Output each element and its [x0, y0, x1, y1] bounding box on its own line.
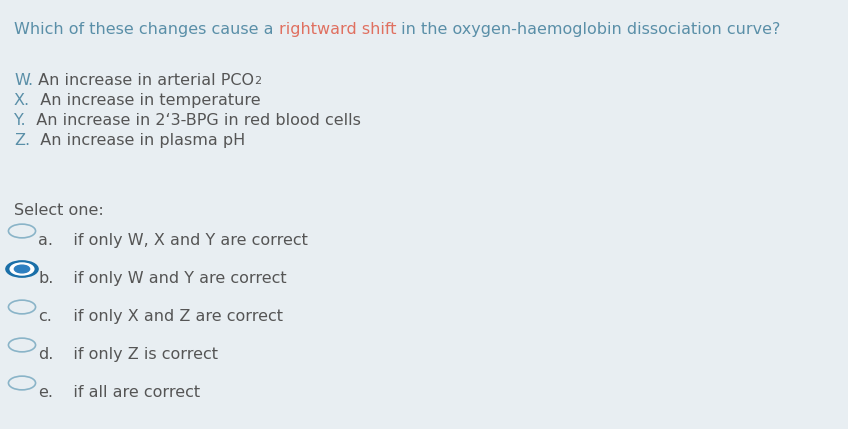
- Text: b.: b.: [38, 271, 53, 286]
- Text: in the oxygen-haemoglobin dissociation curve?: in the oxygen-haemoglobin dissociation c…: [396, 22, 780, 37]
- Text: c.: c.: [38, 309, 52, 324]
- Circle shape: [8, 376, 36, 390]
- Circle shape: [8, 338, 36, 352]
- Text: Z.: Z.: [14, 133, 31, 148]
- Circle shape: [10, 263, 34, 275]
- Text: if only W, X and Y are correct: if only W, X and Y are correct: [58, 233, 308, 248]
- Text: Select one:: Select one:: [14, 203, 103, 218]
- Circle shape: [8, 300, 36, 314]
- Circle shape: [8, 224, 36, 238]
- Text: a.: a.: [38, 233, 53, 248]
- Text: An increase in arterial PCO: An increase in arterial PCO: [33, 73, 254, 88]
- Text: d.: d.: [38, 347, 53, 362]
- Text: Which of these changes cause a: Which of these changes cause a: [14, 22, 279, 37]
- Text: if all are correct: if all are correct: [58, 385, 200, 400]
- Circle shape: [6, 261, 38, 277]
- Text: An increase in plasma pH: An increase in plasma pH: [31, 133, 245, 148]
- Text: rightward shift: rightward shift: [279, 22, 396, 37]
- Text: 2: 2: [254, 76, 261, 86]
- Text: if only Z is correct: if only Z is correct: [58, 347, 218, 362]
- Circle shape: [14, 265, 30, 273]
- Text: if only X and Z are correct: if only X and Z are correct: [58, 309, 283, 324]
- Text: if only W and Y are correct: if only W and Y are correct: [58, 271, 287, 286]
- Text: An increase in 2‘3-BPG in red blood cells: An increase in 2‘3-BPG in red blood cell…: [25, 113, 360, 128]
- Text: Y.: Y.: [14, 113, 25, 128]
- Text: e.: e.: [38, 385, 53, 400]
- Text: An increase in temperature: An increase in temperature: [31, 93, 260, 108]
- Text: X.: X.: [14, 93, 31, 108]
- Text: W.: W.: [14, 73, 33, 88]
